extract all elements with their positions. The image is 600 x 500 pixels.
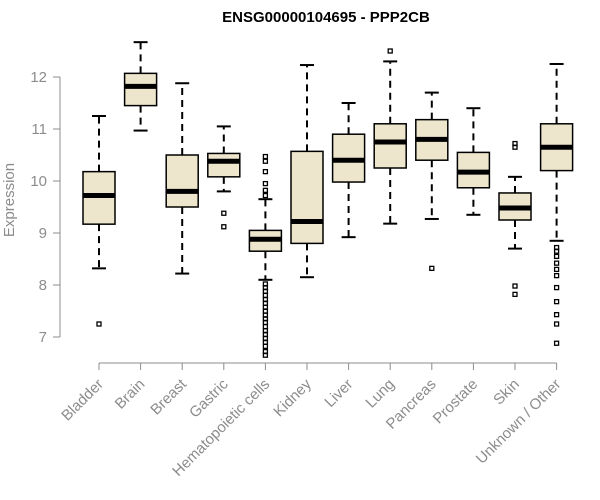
outlier-point xyxy=(553,248,560,254)
outlier-point xyxy=(262,319,269,326)
x-tick-label: Liver xyxy=(321,376,356,411)
outlier-point xyxy=(262,168,269,175)
outlier-point xyxy=(262,331,269,338)
y-axis-label: Expression xyxy=(1,163,18,237)
outlier-point xyxy=(553,340,560,346)
outlier-point xyxy=(221,210,227,216)
outlier-point xyxy=(553,321,560,327)
box-group xyxy=(331,102,366,239)
outlier-point xyxy=(262,158,269,164)
box-series xyxy=(82,41,574,358)
outlier-point xyxy=(553,266,560,273)
outlier-point xyxy=(387,48,393,54)
box-group xyxy=(207,125,241,230)
outlier-point xyxy=(512,283,518,289)
iqr-box xyxy=(207,152,241,178)
x-tick-label: Prostate xyxy=(430,376,482,428)
box-group xyxy=(123,41,158,132)
box-group xyxy=(415,91,449,272)
box-group xyxy=(248,153,283,358)
x-tick-label: Lung xyxy=(362,376,398,412)
outlier-point xyxy=(262,343,269,350)
box-group xyxy=(373,48,407,225)
y-tick-label: 10 xyxy=(30,173,47,190)
box-group xyxy=(456,107,491,216)
y-tick-label: 9 xyxy=(39,225,47,242)
iqr-box xyxy=(165,154,199,208)
box-group xyxy=(165,82,199,275)
outlier-point xyxy=(512,291,518,298)
outlier-point xyxy=(262,192,269,199)
x-tick-label: Breast xyxy=(147,375,190,418)
outlier-point xyxy=(553,284,560,291)
outlier-point xyxy=(262,300,269,306)
outlier-point xyxy=(553,311,560,318)
box-group xyxy=(290,64,324,279)
outlier-point xyxy=(262,308,269,314)
box-group xyxy=(539,63,574,346)
outlier-point xyxy=(262,352,269,358)
outlier-point xyxy=(553,260,560,266)
outlier-point xyxy=(512,144,518,150)
outlier-point xyxy=(262,288,269,294)
outlier-point xyxy=(96,321,102,327)
outlier-point xyxy=(429,265,435,272)
x-tick-label: Kidney xyxy=(270,375,315,420)
iqr-box xyxy=(290,150,324,245)
outlier-point xyxy=(221,224,227,230)
x-tick-label: Bladder xyxy=(58,376,107,425)
box-group xyxy=(82,115,116,327)
outlier-point xyxy=(553,253,560,260)
y-tick-label: 11 xyxy=(31,121,47,138)
outlier-point xyxy=(553,272,560,279)
iqr-box xyxy=(373,123,407,169)
chart-title: ENSG00000104695 - PPP2CB xyxy=(222,9,430,26)
outlier-point xyxy=(262,292,269,299)
outlier-point xyxy=(553,298,560,305)
y-tick-label: 7 xyxy=(39,329,47,346)
y-tick-label: 12 xyxy=(30,69,47,86)
outlier-point xyxy=(262,187,269,194)
outlier-point xyxy=(262,323,269,330)
outlier-point xyxy=(262,180,269,187)
box-group xyxy=(498,140,532,298)
x-tick-label: Skin xyxy=(490,376,523,409)
iqr-box xyxy=(123,72,158,107)
x-tick-label: Brain xyxy=(112,376,149,413)
outlier-point xyxy=(262,153,269,160)
outlier-point xyxy=(262,339,269,345)
y-tick-label: 8 xyxy=(39,277,47,294)
y-axis: 7 8 9 10 11 12 xyxy=(30,69,61,346)
